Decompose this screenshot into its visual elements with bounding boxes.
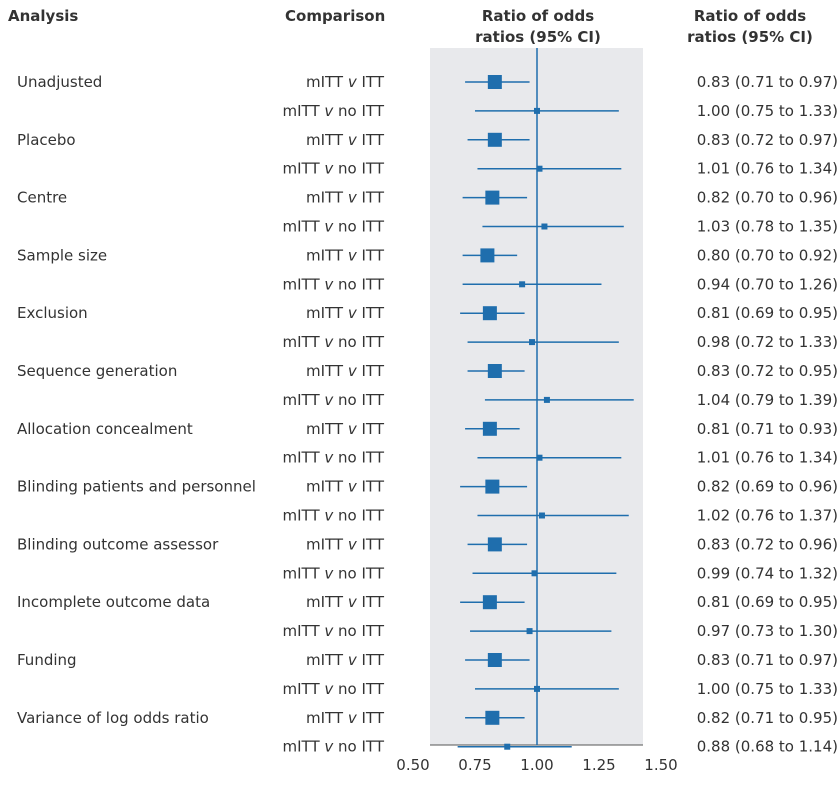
comparison-label: mITT v no ITT bbox=[283, 680, 385, 698]
comparison-label: mITT v ITT bbox=[306, 131, 385, 149]
ci-text: 0.97 (0.73 to 1.30) bbox=[697, 622, 838, 640]
x-tick-label: 1.25 bbox=[582, 756, 615, 774]
ci-text: 1.01 (0.76 to 1.34) bbox=[697, 449, 838, 467]
point-estimate bbox=[519, 281, 526, 288]
header-plot-line2: ratios (95% CI) bbox=[475, 28, 601, 46]
point-estimate bbox=[504, 743, 511, 750]
header-plot-line1: Ratio of odds bbox=[481, 7, 595, 25]
analysis-label: Exclusion bbox=[17, 304, 88, 322]
point-estimate bbox=[485, 190, 500, 205]
comparison-label: mITT v no ITT bbox=[283, 622, 385, 640]
header-plot: Ratio of odds ratios (95% CI) bbox=[428, 6, 648, 48]
point-estimate bbox=[487, 537, 502, 552]
analysis-label: Centre bbox=[17, 189, 67, 207]
ci-text: 0.81 (0.69 to 0.95) bbox=[697, 593, 838, 611]
header-analysis: Analysis bbox=[8, 7, 79, 25]
ci-text: 0.82 (0.69 to 0.96) bbox=[697, 478, 838, 496]
comparison-label: mITT v ITT bbox=[306, 304, 385, 322]
header-ci-line2: ratios (95% CI) bbox=[687, 28, 813, 46]
analysis-label: Blinding patients and personnel bbox=[17, 478, 256, 496]
analysis-label: Allocation concealment bbox=[17, 420, 193, 438]
analysis-label: Variance of log odds ratio bbox=[17, 709, 209, 727]
point-estimate bbox=[534, 685, 540, 692]
point-estimate bbox=[526, 628, 533, 635]
point-estimate bbox=[538, 512, 545, 519]
ci-text: 1.02 (0.76 to 1.37) bbox=[697, 507, 838, 525]
comparison-label: mITT v no ITT bbox=[283, 102, 385, 120]
x-tick-label: 0.75 bbox=[458, 756, 491, 774]
point-estimate bbox=[529, 339, 536, 346]
header-ci-line1: Ratio of odds bbox=[693, 7, 807, 25]
comparison-label: mITT v no ITT bbox=[283, 218, 385, 236]
comparison-label: mITT v no ITT bbox=[283, 391, 385, 409]
ci-text: 1.00 (0.75 to 1.33) bbox=[697, 102, 838, 120]
ci-text: 1.01 (0.76 to 1.34) bbox=[697, 160, 838, 178]
point-estimate bbox=[487, 132, 502, 147]
point-estimate bbox=[536, 165, 543, 172]
point-estimate bbox=[480, 248, 495, 263]
point-estimate bbox=[531, 570, 538, 577]
ci-text: 0.81 (0.69 to 0.95) bbox=[697, 304, 838, 322]
point-estimate bbox=[482, 595, 497, 610]
x-tick-label: 1.00 bbox=[520, 756, 553, 774]
ci-text: 0.99 (0.74 to 1.32) bbox=[697, 564, 838, 582]
ci-text: 1.04 (0.79 to 1.39) bbox=[697, 391, 838, 409]
point-estimate bbox=[485, 479, 500, 494]
comparison-label: mITT v no ITT bbox=[283, 738, 385, 756]
comparison-label: mITT v no ITT bbox=[283, 160, 385, 178]
comparison-label: mITT v ITT bbox=[306, 709, 385, 727]
ci-text: 0.83 (0.72 to 0.96) bbox=[697, 535, 838, 553]
comparison-label: mITT v ITT bbox=[306, 535, 385, 553]
x-tick-label: 1.50 bbox=[644, 756, 677, 774]
comparison-label: mITT v no ITT bbox=[283, 507, 385, 525]
ci-text: 1.03 (0.78 to 1.35) bbox=[697, 218, 838, 236]
ci-text: 1.00 (0.75 to 1.33) bbox=[697, 680, 838, 698]
comparison-label: mITT v ITT bbox=[306, 73, 385, 91]
comparison-label: mITT v no ITT bbox=[283, 449, 385, 467]
comparison-label: mITT v ITT bbox=[306, 651, 385, 669]
point-estimate bbox=[536, 454, 543, 461]
analysis-label: Blinding outcome assessor bbox=[17, 535, 219, 553]
analysis-label: Sample size bbox=[17, 246, 107, 264]
header-ci: Ratio of odds ratios (95% CI) bbox=[660, 6, 840, 48]
ci-text: 0.83 (0.71 to 0.97) bbox=[697, 651, 838, 669]
analysis-label: Placebo bbox=[17, 131, 76, 149]
comparison-label: mITT v no ITT bbox=[283, 333, 385, 351]
ci-text: 0.83 (0.71 to 0.97) bbox=[697, 73, 838, 91]
point-estimate bbox=[543, 396, 550, 403]
ci-text: 0.81 (0.71 to 0.93) bbox=[697, 420, 838, 438]
point-estimate bbox=[487, 653, 502, 667]
ci-text: 0.82 (0.70 to 0.96) bbox=[697, 189, 838, 207]
ci-text: 0.82 (0.71 to 0.95) bbox=[697, 709, 838, 727]
comparison-label: mITT v ITT bbox=[306, 420, 385, 438]
ci-text: 0.88 (0.68 to 1.14) bbox=[697, 738, 838, 756]
ci-text: 0.83 (0.72 to 0.97) bbox=[697, 131, 838, 149]
ci-text: 0.80 (0.70 to 0.92) bbox=[697, 246, 838, 264]
analysis-label: Sequence generation bbox=[17, 362, 177, 380]
comparison-label: mITT v ITT bbox=[306, 189, 385, 207]
point-estimate bbox=[487, 364, 502, 378]
analysis-label: Unadjusted bbox=[17, 73, 102, 91]
ci-text: 0.94 (0.70 to 1.26) bbox=[697, 275, 838, 293]
comparison-label: mITT v no ITT bbox=[283, 564, 385, 582]
point-estimate bbox=[485, 710, 500, 725]
comparison-label: mITT v no ITT bbox=[283, 275, 385, 293]
x-tick-label: 0.50 bbox=[396, 756, 429, 774]
ci-text: 0.98 (0.72 to 1.33) bbox=[697, 333, 838, 351]
analysis-label: Funding bbox=[17, 651, 77, 669]
header-comparison: Comparison bbox=[285, 7, 386, 25]
comparison-label: mITT v ITT bbox=[306, 478, 385, 496]
comparison-label: mITT v ITT bbox=[306, 362, 385, 380]
point-estimate bbox=[482, 421, 497, 436]
point-estimate bbox=[487, 75, 502, 89]
ci-text: 0.83 (0.72 to 0.95) bbox=[697, 362, 838, 380]
comparison-label: mITT v ITT bbox=[306, 593, 385, 611]
point-estimate bbox=[482, 306, 497, 321]
point-estimate bbox=[541, 223, 548, 230]
analysis-label: Incomplete outcome data bbox=[17, 593, 210, 611]
comparison-label: mITT v ITT bbox=[306, 246, 385, 264]
point-estimate bbox=[534, 107, 540, 114]
